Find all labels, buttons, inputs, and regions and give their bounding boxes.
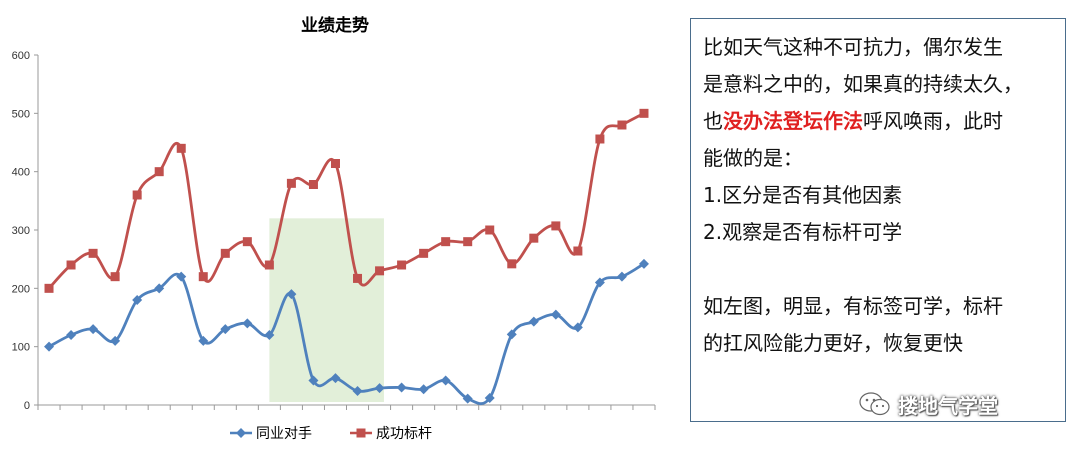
data-point [330,373,341,384]
data-point [529,233,539,243]
data-point [419,248,429,258]
y-tick-label: 500 [12,108,30,120]
data-point [242,318,253,329]
data-point [286,178,296,188]
data-point [198,335,209,346]
y-tick-label: 600 [12,50,30,62]
series-line [47,112,645,290]
commentary-line-6: 的扛风险能力更好，恢复更快 [703,331,963,355]
commentary-line-3-prefix: 也 [703,109,723,133]
data-point [330,159,340,168]
commentary-line-5: 如左图，明显，有标签可学，标杆 [703,294,1003,318]
data-point [639,108,649,118]
data-point [154,283,165,294]
data-point [264,330,275,340]
data-point [88,248,98,258]
data-point [264,260,274,270]
data-point [616,271,627,282]
data-point [418,384,429,395]
data-point [572,322,583,333]
data-point [66,260,76,270]
legend-label: 同业对手 [256,426,312,442]
y-tick-label: 300 [12,225,30,237]
data-point [595,134,605,144]
series-1 [44,258,649,406]
y-tick-label: 100 [12,342,30,354]
series-2 [44,108,649,293]
data-point [397,260,407,270]
series-line [48,262,645,406]
chart-svg: 业绩走势 0 100 200 300 400 500 600 同业对手 成功标杆 [12,15,656,442]
data-point [396,382,407,393]
data-point [154,167,164,177]
data-point [308,375,319,386]
watermark: 搂地气学堂 [858,388,998,420]
data-point [132,295,143,305]
performance-trend-chart: 业绩走势 0 100 200 300 400 500 600 同业对手 成功标杆 [12,15,656,442]
data-point [286,289,297,300]
legend-swatch-marker [236,428,246,438]
data-point [573,246,583,256]
legend-swatch-marker [356,428,366,438]
data-point [110,335,121,346]
data-point [220,248,230,258]
data-point [550,309,561,320]
data-point [463,237,473,247]
data-point [374,383,385,394]
data-point [110,272,120,282]
data-point [242,237,252,247]
data-point [594,277,605,288]
data-point [88,324,99,335]
y-tick-label: 400 [12,167,30,179]
data-point [441,237,451,247]
blank-line [703,251,1055,288]
data-point [132,190,142,200]
data-point [462,393,473,404]
data-point [176,271,187,282]
legend-item-1: 同业对手 [230,426,312,442]
highlight-region [269,218,384,402]
commentary-line-3: 也没办法登坛作法呼风唤雨，此时 [703,103,1055,140]
wechat-icon [859,392,890,416]
list-item-2: 2.观察是否有标杆可学 [703,220,903,244]
data-point [440,375,451,386]
y-tick-label: 0 [24,400,30,412]
data-point [507,259,517,269]
list-item-1: 1.区分是否有其他因素 [703,183,903,207]
data-point [617,120,627,130]
commentary-line-4: 能做的是： [703,146,803,170]
data-point [528,316,539,327]
commentary-textbox: 比如天气这种不可抗力，偶尔发生 是意料之中的，如果真的持续太久， 也没办法登坛作… [690,18,1066,422]
data-point [352,386,363,396]
data-point [353,273,363,283]
highlighted-phrase: 没办法登坛作法 [723,109,863,133]
data-point [375,266,385,276]
commentary-line-2: 是意料之中的，如果真的持续太久， [703,72,1023,96]
data-point [638,258,649,269]
data-point [220,324,231,335]
data-point [506,329,517,340]
data-point [485,225,495,235]
data-point [484,393,495,403]
commentary-line-3-suffix: 呼风唤雨，此时 [863,109,1003,133]
data-point [198,272,208,282]
watermark-text: 搂地气学堂 [898,393,998,418]
commentary-line-1: 比如天气这种不可抗力，偶尔发生 [703,35,1003,59]
data-point [66,330,77,340]
data-point [44,283,54,293]
data-point [176,143,186,153]
legend-item-2: 成功标杆 [350,426,432,442]
y-tick-label: 200 [12,283,30,295]
data-point [308,180,318,189]
legend-label: 成功标杆 [376,426,432,442]
data-point [44,341,55,352]
data-point [551,221,561,231]
chart-title: 业绩走势 [301,15,369,36]
